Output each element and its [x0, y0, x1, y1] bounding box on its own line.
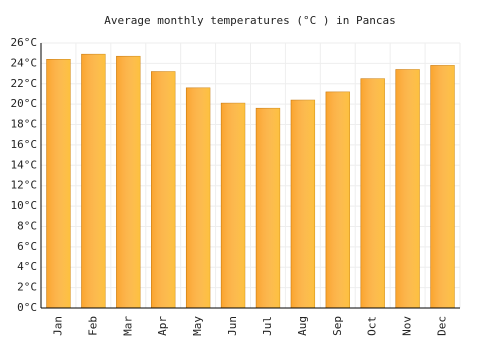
x-tick-label: Dec	[436, 316, 449, 336]
x-tick-label: May	[191, 316, 204, 336]
y-tick-label: 4°C	[17, 260, 37, 273]
y-tick-label: 14°C	[11, 158, 38, 171]
y-tick-label: 8°C	[17, 219, 37, 232]
y-tick-label: 20°C	[11, 97, 38, 110]
x-tick-label: Nov	[401, 316, 414, 336]
bar-shade	[360, 78, 385, 308]
bar-shade	[46, 59, 71, 308]
y-tick-label: 2°C	[17, 281, 37, 294]
bar-shade	[325, 91, 350, 308]
bar-shade	[430, 65, 455, 308]
y-tick-label: 24°C	[11, 56, 38, 69]
bar-shade	[395, 69, 420, 308]
bar-shade	[256, 108, 280, 308]
y-tick-label: 0°C	[17, 301, 37, 314]
bar-shade	[221, 103, 245, 308]
x-tick-label: Mar	[121, 316, 134, 336]
x-tick-label: Apr	[156, 316, 169, 336]
x-tick-label: Oct	[366, 316, 379, 336]
y-tick-label: 26°C	[11, 36, 38, 49]
bar-shade	[186, 87, 210, 308]
y-tick-label: 16°C	[11, 138, 38, 151]
y-tick-label: 6°C	[17, 240, 37, 253]
y-tick-label: 18°C	[11, 118, 38, 131]
x-tick-label: Jun	[226, 316, 239, 336]
chart-title: Average monthly temperatures (°C ) in Pa…	[104, 14, 395, 27]
y-tick-label: 12°C	[11, 179, 38, 192]
bar-shade	[151, 71, 176, 309]
y-tick-label: 22°C	[11, 77, 38, 90]
bar-shade	[81, 54, 106, 308]
x-tick-label: Jan	[51, 316, 64, 336]
y-tick-label: 10°C	[11, 199, 38, 212]
bar-shade	[291, 100, 315, 308]
bar-shade	[116, 56, 141, 308]
x-tick-label: Jul	[261, 316, 274, 336]
x-tick-label: Aug	[296, 316, 309, 336]
x-tick-label: Sep	[331, 316, 344, 336]
x-tick-label: Feb	[86, 316, 99, 336]
